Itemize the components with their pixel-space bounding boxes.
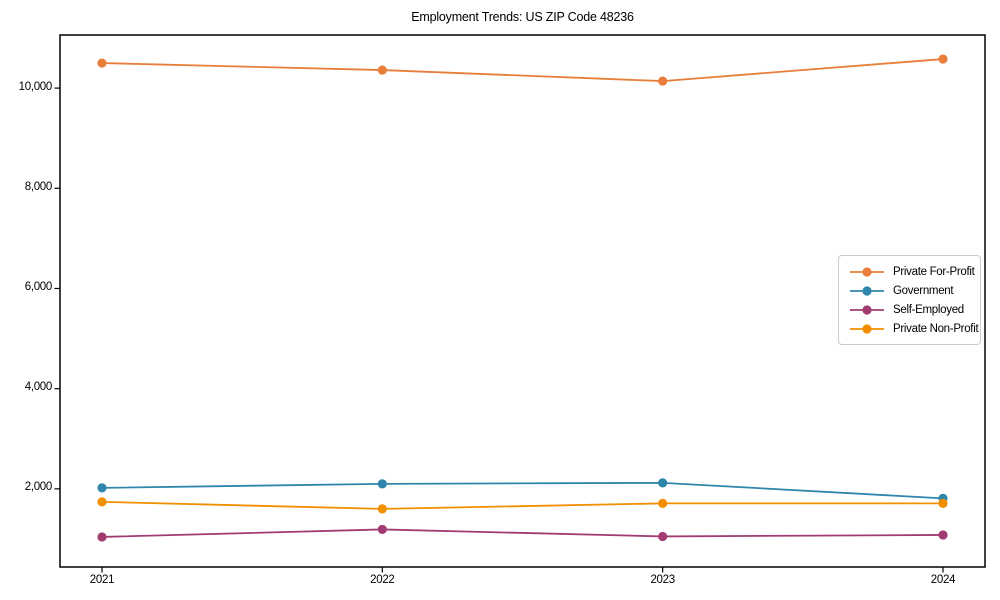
legend-marker-icon [850, 266, 884, 277]
series-marker-private-non-profit [97, 497, 107, 507]
series-marker-self-employed [377, 524, 387, 535]
legend-label: Government [893, 284, 954, 297]
legend-marker-icon [850, 304, 884, 315]
y-tick-label: 4,000 [24, 381, 53, 394]
series-line-government [101, 481, 944, 500]
legend-marker-icon [850, 323, 884, 334]
x-tick-label: 2024 [930, 574, 956, 586]
y-tick-label: 8,000 [24, 180, 53, 193]
series-marker-government [97, 483, 107, 493]
legend-marker-icon [850, 285, 884, 296]
legend-label: Private For-Profit [893, 265, 975, 278]
legend-item-private-for-profit: Private For-Profit [849, 262, 975, 281]
series-line-self-employed [101, 528, 944, 538]
series-line-private-non-profit [101, 500, 944, 510]
series-marker-private-non-profit [377, 504, 387, 514]
axes-box [59, 34, 986, 568]
legend: Private For-Profit Government Self-Employe… [838, 255, 981, 345]
series-line-private-for-profit [101, 58, 944, 82]
series-marker-private-for-profit [377, 65, 387, 75]
series-marker-self-employed [938, 530, 948, 540]
series-marker-private-non-profit [938, 498, 948, 508]
series-marker-self-employed [97, 532, 107, 542]
x-tick-label: 2023 [650, 574, 675, 586]
series-marker-private-non-profit [658, 498, 668, 508]
series-marker-government [377, 479, 387, 489]
chart-title: Employment Trends: US ZIP Code 48236 [411, 10, 634, 24]
y-tick-label: 10,000 [18, 80, 53, 93]
y-tick-label: 6,000 [24, 280, 53, 293]
series-marker-self-employed [658, 531, 668, 542]
legend-label: Self-Employed [893, 303, 964, 316]
legend-label: Private Non-Profit [893, 322, 979, 335]
series-marker-private-for-profit [658, 76, 668, 86]
y-tick-label: 2,000 [24, 481, 53, 494]
x-tick-label: 2022 [370, 574, 395, 586]
x-tick-label: 2021 [89, 574, 115, 586]
series-marker-private-for-profit [97, 58, 107, 68]
series-marker-government [658, 478, 668, 488]
legend-item-private-non-profit: Private Non-Profit [849, 319, 979, 338]
legend-item-self-employed: Self-Employed [849, 300, 970, 319]
legend-item-government: Government [849, 281, 970, 300]
series-marker-private-for-profit [938, 54, 948, 64]
